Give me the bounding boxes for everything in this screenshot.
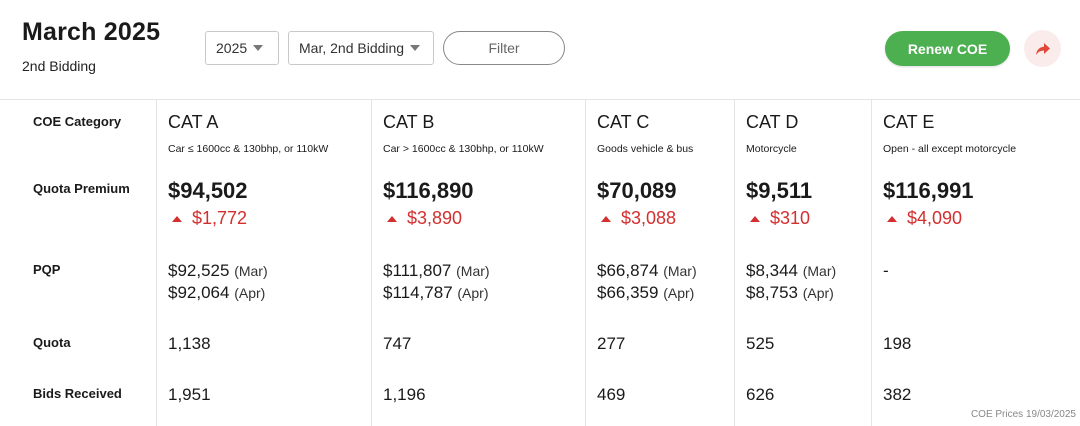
premium-change-value: $4,090 — [907, 208, 963, 228]
filter-button[interactable]: Filter — [443, 31, 565, 65]
pqp-month: (Mar) — [802, 263, 837, 279]
bids-value: 469 — [597, 385, 626, 404]
pqp-month: (Apr) — [802, 285, 834, 301]
premium-change: $3,088 — [597, 208, 676, 229]
premium-change-value: $3,890 — [407, 208, 463, 228]
column-divider — [734, 100, 735, 426]
chevron-down-icon — [253, 45, 264, 51]
bids-value: 382 — [883, 385, 912, 404]
column-divider — [371, 100, 372, 426]
pqp-empty: - — [883, 261, 889, 280]
pqp-value: $92,064 — [168, 283, 230, 302]
bids-value: 1,951 — [168, 385, 211, 404]
bidding-select-value: Mar, 2nd Bidding — [299, 40, 405, 56]
pqp-line: $66,359 (Apr) — [597, 283, 694, 303]
category-description: Goods vehicle & bus — [597, 143, 694, 155]
page-title: March 2025 — [22, 18, 161, 46]
quota-value: 1,138 — [168, 334, 211, 353]
year-select[interactable]: 2025 — [205, 31, 279, 65]
bids-value: 1,196 — [383, 385, 426, 404]
column-divider — [156, 100, 157, 426]
triangle-up-icon — [172, 215, 182, 222]
pqp-value: $66,874 — [597, 261, 659, 280]
row-label-pqp: PQP — [33, 262, 61, 277]
triangle-up-icon — [887, 215, 897, 222]
category-description: Car > 1600cc & 130bhp, or 110kW — [383, 143, 544, 155]
premium-change: $310 — [746, 208, 810, 229]
prices-date-note: COE Prices 19/03/2025 — [970, 409, 1076, 420]
pqp-line: $8,344 (Mar) — [746, 261, 836, 281]
row-label-category: COE Category — [33, 114, 122, 129]
quota-premium: $70,089 — [597, 178, 677, 203]
quota-premium: $94,502 — [168, 178, 248, 203]
pqp-month: (Mar) — [663, 263, 697, 279]
premium-change: $3,890 — [383, 208, 462, 229]
category-description: Motorcycle — [746, 143, 797, 155]
row-label-premium: Quota Premium — [33, 181, 130, 196]
bids-value: 626 — [746, 385, 775, 404]
triangle-up-icon — [601, 215, 611, 222]
pqp-month: (Apr) — [457, 285, 489, 301]
pqp-month: (Apr) — [234, 285, 266, 301]
pqp-month: (Apr) — [663, 285, 695, 301]
pqp-value: $66,359 — [597, 283, 659, 302]
premium-change: $4,090 — [883, 208, 962, 229]
column-divider — [871, 100, 872, 426]
quota-premium: $116,890 — [383, 178, 474, 203]
quota-value: 198 — [883, 334, 912, 353]
pqp-line: $92,064 (Apr) — [168, 283, 265, 303]
column-divider — [585, 100, 586, 426]
pqp-line: $111,807 (Mar) — [383, 261, 490, 281]
pqp-value: $8,344 — [746, 261, 798, 280]
triangle-up-icon — [387, 215, 397, 222]
pqp-value: $111,807 — [383, 261, 452, 280]
quota-premium: $116,991 — [883, 178, 974, 203]
row-label-bids: Bids Received — [33, 386, 122, 401]
quota-value: 525 — [746, 334, 775, 353]
pqp-month: (Mar) — [234, 263, 268, 279]
triangle-up-icon — [750, 215, 760, 222]
category-name: CAT D — [746, 112, 799, 132]
renew-coe-button[interactable]: Renew COE — [885, 31, 1010, 66]
page-subtitle: 2nd Bidding — [22, 58, 96, 74]
filter-button-label: Filter — [488, 40, 520, 56]
header-divider — [0, 99, 1080, 100]
pqp-line: $8,753 (Apr) — [746, 283, 834, 303]
category-name: CAT B — [383, 112, 435, 132]
category-name: CAT E — [883, 112, 935, 132]
share-button[interactable] — [1024, 30, 1061, 67]
premium-change-value: $3,088 — [621, 208, 677, 228]
pqp-month: (Mar) — [456, 263, 490, 279]
category-description: Open - all except motorcycle — [883, 143, 1017, 155]
chevron-down-icon — [410, 45, 421, 51]
category-description: Car ≤ 1600cc & 130bhp, or 110kW — [168, 143, 329, 155]
premium-change: $1,772 — [168, 208, 247, 229]
pqp-line: $66,874 (Mar) — [597, 261, 697, 281]
bidding-select[interactable]: Mar, 2nd Bidding — [288, 31, 434, 65]
pqp-value: $92,525 — [168, 261, 230, 280]
pqp-value: $8,753 — [746, 283, 798, 302]
renew-coe-button-label: Renew COE — [907, 40, 988, 57]
pqp-line: $92,525 (Mar) — [168, 261, 268, 281]
year-select-value: 2025 — [216, 40, 248, 56]
pqp-value: $114,787 — [383, 283, 453, 302]
quota-premium: $9,511 — [746, 178, 813, 203]
quota-value: 277 — [597, 334, 626, 353]
quota-value: 747 — [383, 334, 412, 353]
share-arrow-icon — [1035, 42, 1050, 55]
category-name: CAT C — [597, 112, 650, 132]
premium-change-value: $310 — [770, 208, 811, 228]
premium-change-value: $1,772 — [192, 208, 248, 228]
category-name: CAT A — [168, 112, 219, 132]
pqp-line: $114,787 (Apr) — [383, 283, 489, 303]
page-header: March 2025 2nd Bidding 2025 Mar, 2nd Bid… — [0, 0, 1080, 100]
row-label-quota: Quota — [33, 335, 71, 350]
